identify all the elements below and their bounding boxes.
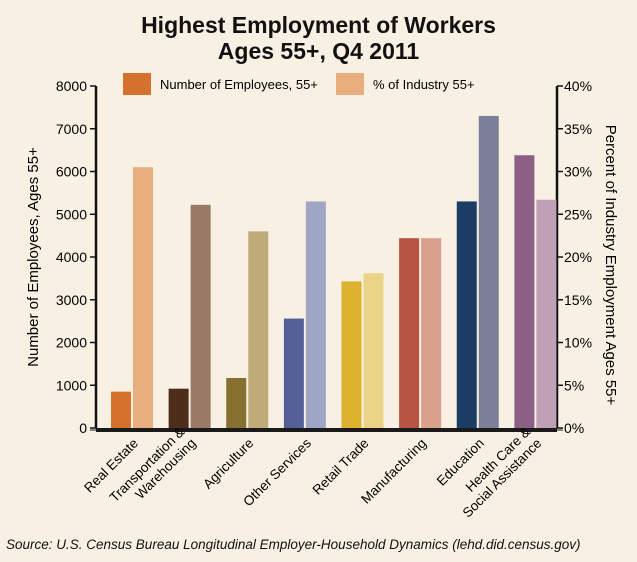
bar-employees [341, 281, 362, 428]
right-tick-label: 5% [564, 377, 584, 393]
right-tick-label: 35% [564, 121, 592, 137]
right-tick-label: 20% [564, 249, 592, 265]
y-axis-title: Number of Employees, Ages 55+ [25, 147, 42, 367]
right-tick-label: 30% [564, 164, 592, 180]
right-tick-label: 40% [564, 78, 592, 94]
bar-percent [190, 204, 211, 428]
bar-percent [421, 238, 442, 428]
bar-employees [168, 388, 189, 428]
x-tick-label-line: Agriculture [200, 436, 256, 492]
y2-axis-title: Percent of Industry Employment Ages 55+ [602, 125, 619, 406]
left-tick-label: 3000 [56, 292, 87, 308]
bar-percent [133, 167, 153, 428]
left-tick-label: 1000 [56, 377, 87, 393]
left-tick-label: 8000 [56, 78, 87, 94]
bar-percent [478, 115, 499, 429]
right-tick-label: 10% [564, 335, 592, 351]
bar-percent [363, 273, 384, 428]
x-tick-label: Health Care &Social Assistance [448, 424, 544, 520]
left-tick-label: 4000 [56, 249, 87, 265]
chart-title: Highest Employment of Workers [141, 12, 496, 38]
x-tick-label: Retail Trade [310, 436, 372, 498]
chart-subtitle: Ages 55+, Q4 2011 [217, 38, 420, 64]
left-tick-label: 5000 [56, 206, 87, 222]
legend-swatch-employees [123, 73, 151, 95]
right-tick-label: 15% [564, 292, 592, 308]
left-tick-label: 7000 [56, 121, 87, 137]
bar-percent [248, 231, 269, 428]
bar-employees [456, 201, 477, 428]
x-tick-label: Agriculture [200, 436, 256, 492]
bar-employees [226, 377, 247, 428]
bar-employees [283, 318, 304, 428]
x-tick-label-line: Retail Trade [310, 436, 372, 498]
left-tick-label: 6000 [56, 164, 87, 180]
left-tick-label: 0 [79, 420, 87, 436]
source-note: Source: U.S. Census Bureau Longitudinal … [6, 537, 581, 552]
bar-employees [111, 391, 131, 428]
bar-employees [514, 155, 535, 428]
bar-percent [536, 199, 557, 428]
legend-swatch-percent [336, 73, 364, 95]
legend-label-employees: Number of Employees, 55+ [160, 77, 318, 92]
x-tick-label: Transportation &Warehousing [107, 424, 199, 516]
right-tick-label: 0% [564, 420, 584, 436]
legend-label-percent: % of Industry 55+ [373, 77, 475, 92]
left-tick-label: 2000 [56, 335, 87, 351]
bar-employees [399, 238, 420, 428]
bar-percent [305, 201, 326, 428]
right-tick-label: 25% [564, 206, 592, 222]
